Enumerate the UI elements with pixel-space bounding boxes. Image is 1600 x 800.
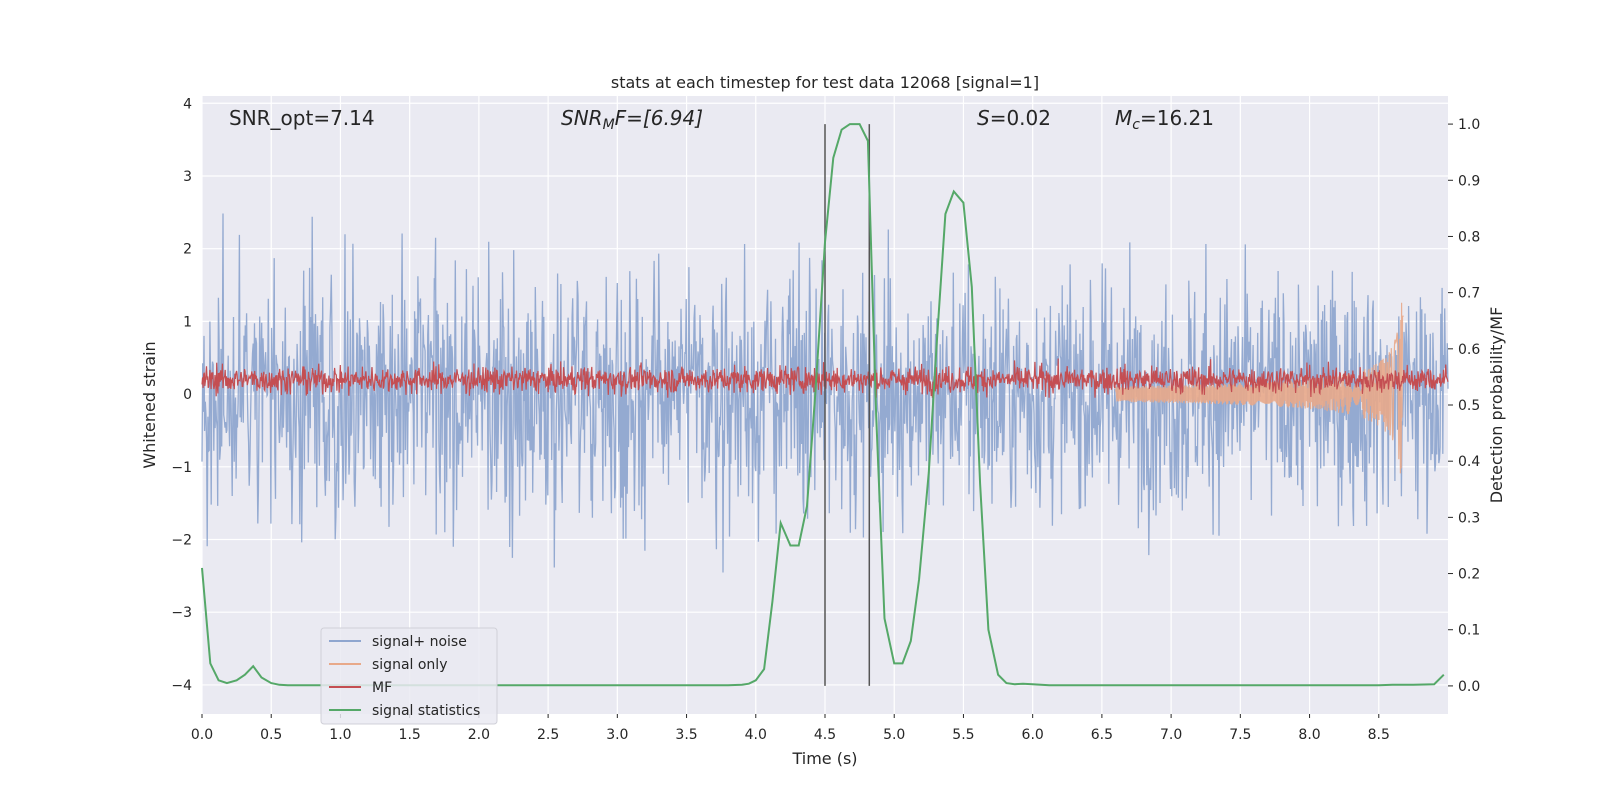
annotation-snr-mf: SNRMF=[6.94]: [561, 106, 703, 133]
s-rest: =0.02: [990, 106, 1051, 130]
x-tick-label-3: 1.5: [399, 727, 421, 743]
y-left-tick-label-4: 0: [183, 387, 192, 403]
x-tick-label-7: 3.5: [675, 727, 697, 743]
y-left-tick-label-5: −1: [171, 460, 192, 476]
x-tick-label-15: 7.5: [1229, 727, 1251, 743]
x-tick-label-0: 0.0: [191, 727, 213, 743]
legend-box: [320, 627, 498, 725]
y-left-tick-label-0: 4: [183, 96, 192, 112]
x-tick-label-9: 4.5: [814, 727, 836, 743]
snr-mf-sub: M: [603, 117, 615, 133]
y-right-tick-label-1: 0.9: [1458, 173, 1480, 189]
y-right-tick-label-0: 1.0: [1458, 117, 1480, 133]
y-right-tick-label-2: 0.8: [1458, 229, 1480, 245]
x-tick-label-11: 5.5: [952, 727, 974, 743]
x-tick-label-1: 0.5: [260, 727, 282, 743]
x-tick-label-14: 7.0: [1160, 727, 1182, 743]
x-tick-label-5: 2.5: [537, 727, 559, 743]
signal-statistics-series: [201, 123, 1445, 687]
x-tick-label-6: 3.0: [606, 727, 628, 743]
annotation-mc: Mc=16.21: [1115, 106, 1214, 133]
y-right-tick-label-6: 0.4: [1458, 454, 1480, 470]
mc-italic: M: [1115, 106, 1132, 130]
y-right-tick-label-7: 0.3: [1458, 510, 1480, 526]
x-tick-label-12: 6.0: [1022, 727, 1044, 743]
y-left-tick-label-7: −3: [171, 605, 192, 621]
x-tick-label-16: 8.0: [1298, 727, 1320, 743]
signal-statistics-line: [201, 123, 1445, 687]
y-axis-right-label: Detection probability/MF: [1487, 307, 1506, 504]
x-tick-label-8: 4.0: [745, 727, 767, 743]
y-right-tick-label-9: 0.1: [1458, 623, 1480, 639]
y-left-tick-label-2: 2: [183, 242, 192, 258]
y-left-tick-label-1: 3: [183, 169, 192, 185]
tick-layer: 0.0 0.5 1.0 1.5 2.0 2.5 3.0 3.5 4.0 4.5 5.0 5.5 6.0 6…: [171, 96, 1480, 743]
legend-label-signal: signal only: [372, 657, 447, 673]
x-tick-label-2: 1.0: [329, 727, 351, 743]
y-axis-left-label: Whitened strain: [140, 341, 159, 468]
legend-label-noise: signal+ noise: [372, 634, 467, 650]
legend-label-mf: MF: [372, 680, 392, 696]
snr-mf-rest: F=[6.94]: [615, 106, 703, 130]
y-right-tick-label-8: 0.2: [1458, 567, 1480, 583]
y-left-tick-label-3: 1: [183, 314, 192, 330]
annotation-snr-opt: SNR_opt=7.14: [229, 106, 375, 130]
x-tick-label-17: 8.5: [1368, 727, 1390, 743]
mc-sub: c: [1132, 117, 1140, 133]
x-tick-label-13: 6.5: [1091, 727, 1113, 743]
y-left-tick-label-6: −2: [171, 533, 192, 549]
legend: signal+ noise signal only MF signal stat…: [320, 627, 498, 725]
y-right-tick-label-4: 0.6: [1458, 342, 1480, 358]
x-tick-label-10: 5.0: [883, 727, 905, 743]
y-right-tick-label-5: 0.5: [1458, 398, 1480, 414]
y-right-tick-label-10: 0.0: [1458, 679, 1480, 695]
snr-mf-base: SNR: [561, 106, 603, 130]
annotation-s: S=0.02: [977, 106, 1051, 130]
chart-title: stats at each timestep for test data 120…: [611, 73, 1039, 92]
s-italic: S: [977, 106, 990, 130]
x-tick-label-4: 2.0: [468, 727, 490, 743]
mc-rest: =16.21: [1140, 106, 1214, 130]
x-axis-label: Time (s): [791, 749, 857, 768]
y-left-tick-label-8: −4: [171, 678, 192, 694]
y-right-tick-label-3: 0.7: [1458, 286, 1480, 302]
legend-label-stat: signal statistics: [372, 703, 480, 719]
